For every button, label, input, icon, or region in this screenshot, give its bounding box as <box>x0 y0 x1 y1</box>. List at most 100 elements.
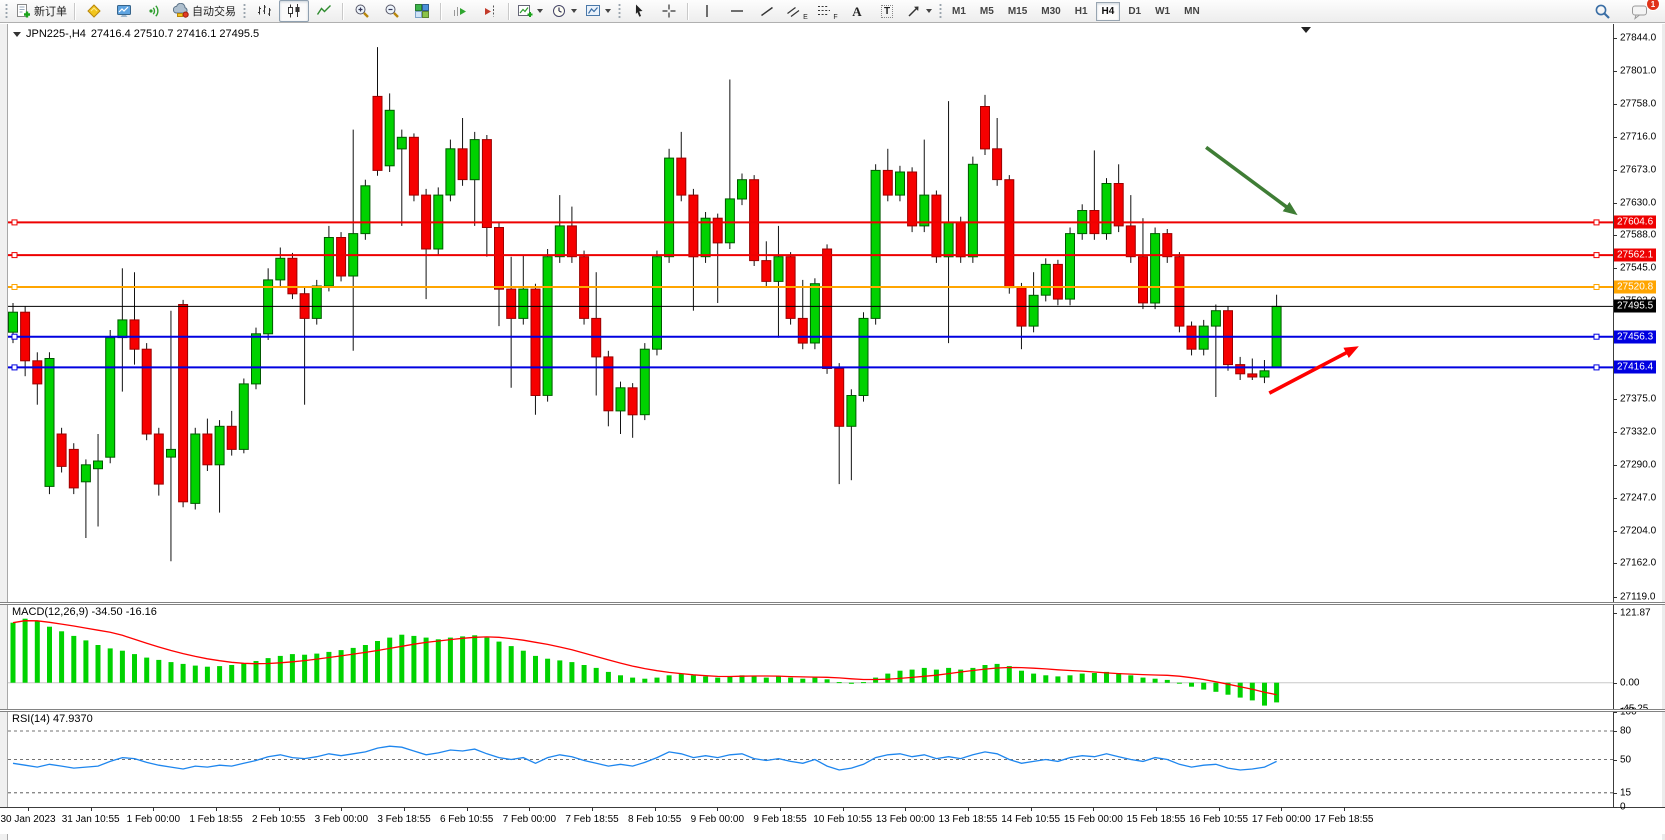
chevron-down-icon <box>571 9 577 13</box>
bar-chart-mode-button[interactable] <box>249 0 279 22</box>
macd-bar <box>654 677 660 683</box>
timeframe-h4[interactable]: H4 <box>1095 1 1121 21</box>
down-arrow[interactable] <box>1205 145 1298 216</box>
macd-bar <box>399 634 405 683</box>
line-handle[interactable] <box>11 252 18 259</box>
new-order-button[interactable]: 新订单 <box>11 0 71 22</box>
timeframe-m5[interactable]: M5 <box>979 5 994 17</box>
gold-diamond-icon <box>86 3 102 19</box>
price-tick-label: 27844.0 <box>1620 32 1657 44</box>
timeframe-m1[interactable]: M1 <box>952 5 966 17</box>
line-handle[interactable] <box>1593 364 1600 371</box>
signals-button[interactable] <box>139 0 169 22</box>
line-chart-mode-button[interactable] <box>309 0 339 22</box>
vertical-line-tool-button[interactable] <box>692 0 722 22</box>
price-tick-label: 27503.0 <box>1620 295 1657 307</box>
macd-bar <box>1031 673 1037 683</box>
zoom-in-button[interactable] <box>347 0 377 22</box>
text-tool-button[interactable]: A <box>842 0 872 22</box>
macd-bar <box>1189 682 1194 687</box>
panel-separator[interactable] <box>0 709 1665 712</box>
horizontal-line-tool-button[interactable] <box>722 0 752 22</box>
macd-bar <box>520 650 526 683</box>
macd-bar <box>800 678 806 683</box>
price-axis[interactable] <box>1613 24 1614 807</box>
candle <box>530 288 541 397</box>
macd-bar <box>812 677 818 683</box>
search-button[interactable] <box>1587 0 1617 22</box>
price-tick-label: 27758.0 <box>1620 98 1657 110</box>
channel-tool-button[interactable]: E <box>782 0 812 22</box>
label-tool-button[interactable]: T <box>872 0 902 22</box>
candle <box>1028 294 1039 327</box>
macd-bar <box>715 677 721 683</box>
chart-shift-button[interactable] <box>475 0 505 22</box>
macd-bar <box>1213 682 1219 692</box>
line-handle[interactable] <box>1593 333 1600 340</box>
candle <box>1174 256 1185 327</box>
candle <box>360 185 371 235</box>
candle <box>384 109 395 167</box>
chart-shift-marker-icon[interactable] <box>1301 27 1311 33</box>
cursor-tool-button[interactable] <box>624 0 654 22</box>
timeframe-h1[interactable]: H1 <box>1074 5 1088 17</box>
timeframe-w1[interactable]: W1 <box>1155 5 1171 17</box>
macd-bar <box>970 667 976 683</box>
fibonacci-tool-button[interactable]: F <box>812 0 842 22</box>
line-handle[interactable] <box>11 284 18 290</box>
macd-bar <box>861 682 866 684</box>
line-handle[interactable] <box>1593 219 1600 226</box>
time-axis[interactable] <box>0 807 1665 834</box>
macd-bar <box>484 637 490 683</box>
price-level-label: 27495.5 <box>1614 299 1657 313</box>
tile-windows-button[interactable] <box>407 0 437 22</box>
timeframe-m15[interactable]: M15 <box>1007 5 1028 17</box>
panel-splitter[interactable] <box>0 24 8 840</box>
line-handle[interactable] <box>1593 284 1600 290</box>
auto-scroll-button[interactable] <box>445 0 475 22</box>
rsi-panel-canvas[interactable] <box>8 712 1613 807</box>
line-handle[interactable] <box>11 364 18 371</box>
macd-panel-canvas[interactable] <box>8 605 1613 709</box>
crosshair-tool-button[interactable] <box>654 0 684 22</box>
macd-bar <box>678 673 684 683</box>
timeframe-mn[interactable]: MN <box>1184 5 1200 17</box>
price-tick-label: 27545.0 <box>1620 262 1657 274</box>
candle <box>737 179 747 200</box>
candle <box>1235 364 1246 375</box>
timeframe-m30[interactable]: M30 <box>1041 5 1061 17</box>
toolbar-separator <box>687 2 689 20</box>
up-arrow[interactable] <box>1268 346 1359 395</box>
macd-bar <box>1091 673 1097 683</box>
chat-button[interactable]: 1 <box>1625 0 1660 22</box>
panel-separator[interactable] <box>0 602 1665 605</box>
toolbar-grip[interactable] <box>5 3 8 19</box>
main-chart-canvas[interactable] <box>8 24 1613 602</box>
toolbar-grip[interactable] <box>243 3 246 19</box>
terminal-button[interactable] <box>109 0 139 22</box>
trendline-tool-button[interactable] <box>752 0 782 22</box>
toolbar-grip[interactable] <box>939 3 942 19</box>
notification-badge: 1 <box>1646 0 1660 11</box>
autotrading-button[interactable]: 自动交易 <box>169 0 240 22</box>
indicators-button[interactable] <box>513 0 547 22</box>
zoom-out-button[interactable] <box>377 0 407 22</box>
toolbar-separator <box>440 2 442 20</box>
line-handle[interactable] <box>1593 252 1600 259</box>
candle <box>1162 233 1173 258</box>
market-watch-button[interactable] <box>79 0 109 22</box>
one-click-trading-toggle-icon[interactable] <box>13 31 21 37</box>
line-handle[interactable] <box>11 219 18 226</box>
macd-bar <box>1104 671 1109 683</box>
macd-bar <box>411 635 417 683</box>
candlestick-mode-button[interactable] <box>279 0 309 22</box>
channel-icon <box>786 3 802 19</box>
timeframe-d1[interactable]: D1 <box>1128 5 1142 17</box>
toolbar-grip[interactable] <box>618 3 621 19</box>
periods-button[interactable] <box>547 0 581 22</box>
arrows-tool-button[interactable] <box>902 0 936 22</box>
line-handle[interactable] <box>11 333 18 340</box>
templates-button[interactable] <box>581 0 615 22</box>
macd-bar <box>180 663 186 683</box>
candle <box>166 448 176 458</box>
